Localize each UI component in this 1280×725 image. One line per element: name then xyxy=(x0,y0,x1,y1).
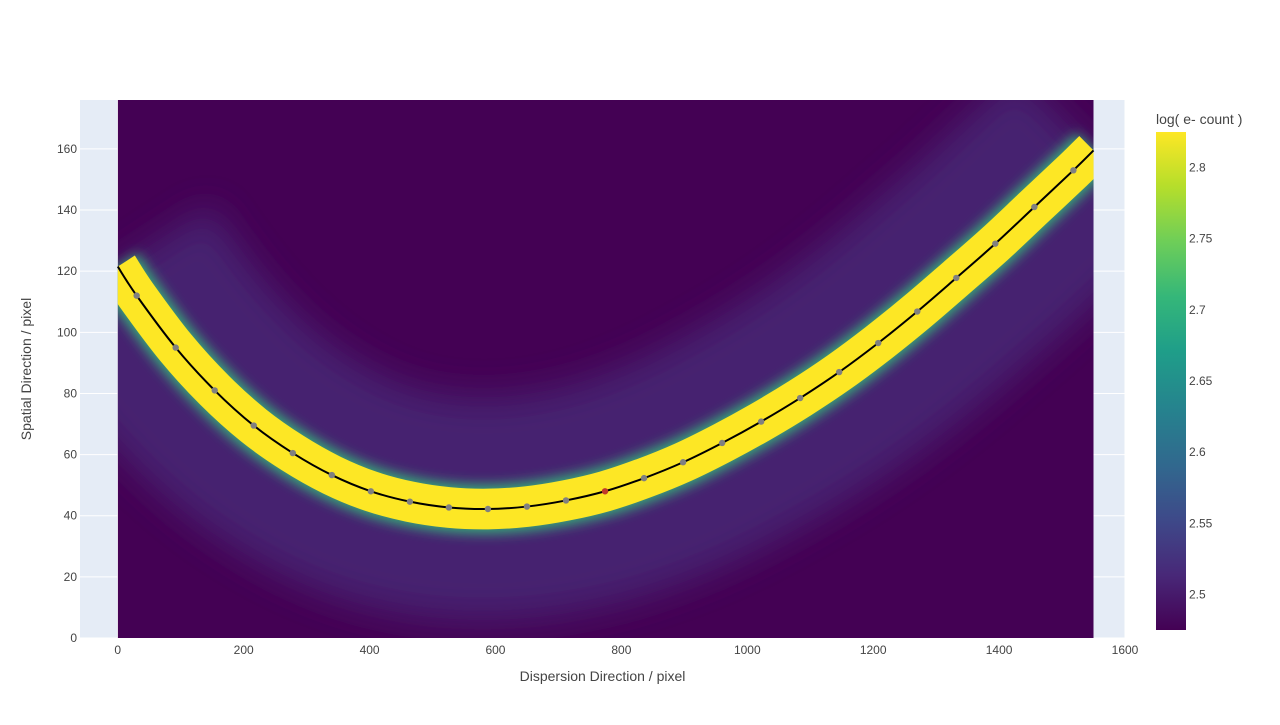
trace-point xyxy=(835,368,843,376)
trace-point xyxy=(250,422,257,429)
x-tick-label: 200 xyxy=(234,643,254,657)
y-tick-labels: 0 20 40 60 80 100 120 140 160 xyxy=(57,142,77,645)
trace-point xyxy=(445,504,453,511)
trace-point xyxy=(133,292,140,299)
trace-point xyxy=(211,387,218,394)
x-tick-label: 400 xyxy=(360,643,380,657)
colorbar-tick-label: 2.75 xyxy=(1189,232,1213,246)
trace-point xyxy=(718,439,726,447)
x-tick-label: 800 xyxy=(611,643,631,657)
colorbar-title: log( e- count ) xyxy=(1156,111,1242,127)
heatmap-image xyxy=(117,100,1094,638)
y-tick-label: 60 xyxy=(64,448,78,462)
colorbar-tick-label: 2.7 xyxy=(1189,303,1206,317)
x-tick-label: 0 xyxy=(114,643,121,657)
y-tick-label: 160 xyxy=(57,142,77,156)
y-tick-label: 80 xyxy=(64,386,78,400)
x-tick-label: 1400 xyxy=(986,643,1013,657)
trace-point xyxy=(953,274,960,282)
colorbar: log( e- count ) 2.5 2.55 2.6 2.65 2.7 2.75 2.8 xyxy=(1156,111,1242,630)
trace-point xyxy=(875,339,882,347)
colorbar-gradient xyxy=(1156,132,1186,630)
trace-point xyxy=(484,505,492,513)
trace-point xyxy=(172,344,179,351)
colorbar-tick-labels: 2.5 2.55 2.6 2.65 2.7 2.75 2.8 xyxy=(1189,161,1213,602)
trace-point xyxy=(328,471,336,479)
y-tick-label: 0 xyxy=(70,631,77,645)
trace-point xyxy=(523,503,531,510)
x-tick-label: 1000 xyxy=(734,643,761,657)
trace-point xyxy=(757,418,765,425)
trace-point xyxy=(679,459,687,466)
x-tick-labels: 0 200 400 600 800 1000 1200 1400 1600 xyxy=(114,643,1138,657)
trace-point xyxy=(1031,203,1038,211)
colorbar-tick-label: 2.55 xyxy=(1189,516,1213,530)
trace-point xyxy=(992,240,999,247)
colorbar-tick-label: 2.6 xyxy=(1189,445,1206,459)
trace-point xyxy=(601,488,609,495)
trace-point xyxy=(367,488,375,495)
y-tick-label: 100 xyxy=(57,325,77,339)
trace-point xyxy=(914,308,921,315)
x-tick-label: 600 xyxy=(485,643,505,657)
trace-point xyxy=(1070,167,1077,174)
trace-point xyxy=(289,449,296,457)
y-axis-title: Spatial Direction / pixel xyxy=(18,298,34,440)
trace-point xyxy=(406,498,414,505)
colorbar-tick-label: 2.65 xyxy=(1189,374,1213,388)
x-tick-label: 1200 xyxy=(860,643,887,657)
trace-point xyxy=(640,474,648,482)
colorbar-tick-label: 2.5 xyxy=(1189,587,1206,601)
y-tick-label: 20 xyxy=(64,570,78,584)
x-axis-title: Dispersion Direction / pixel xyxy=(520,668,686,684)
trace-point xyxy=(796,394,804,402)
trace-points xyxy=(133,167,1077,513)
y-tick-label: 140 xyxy=(57,203,77,217)
trace-point xyxy=(562,497,570,504)
colorbar-tick-label: 2.8 xyxy=(1189,161,1206,175)
y-tick-label: 40 xyxy=(64,509,78,523)
x-tick-label: 1600 xyxy=(1112,643,1139,657)
y-tick-label: 120 xyxy=(57,264,77,278)
